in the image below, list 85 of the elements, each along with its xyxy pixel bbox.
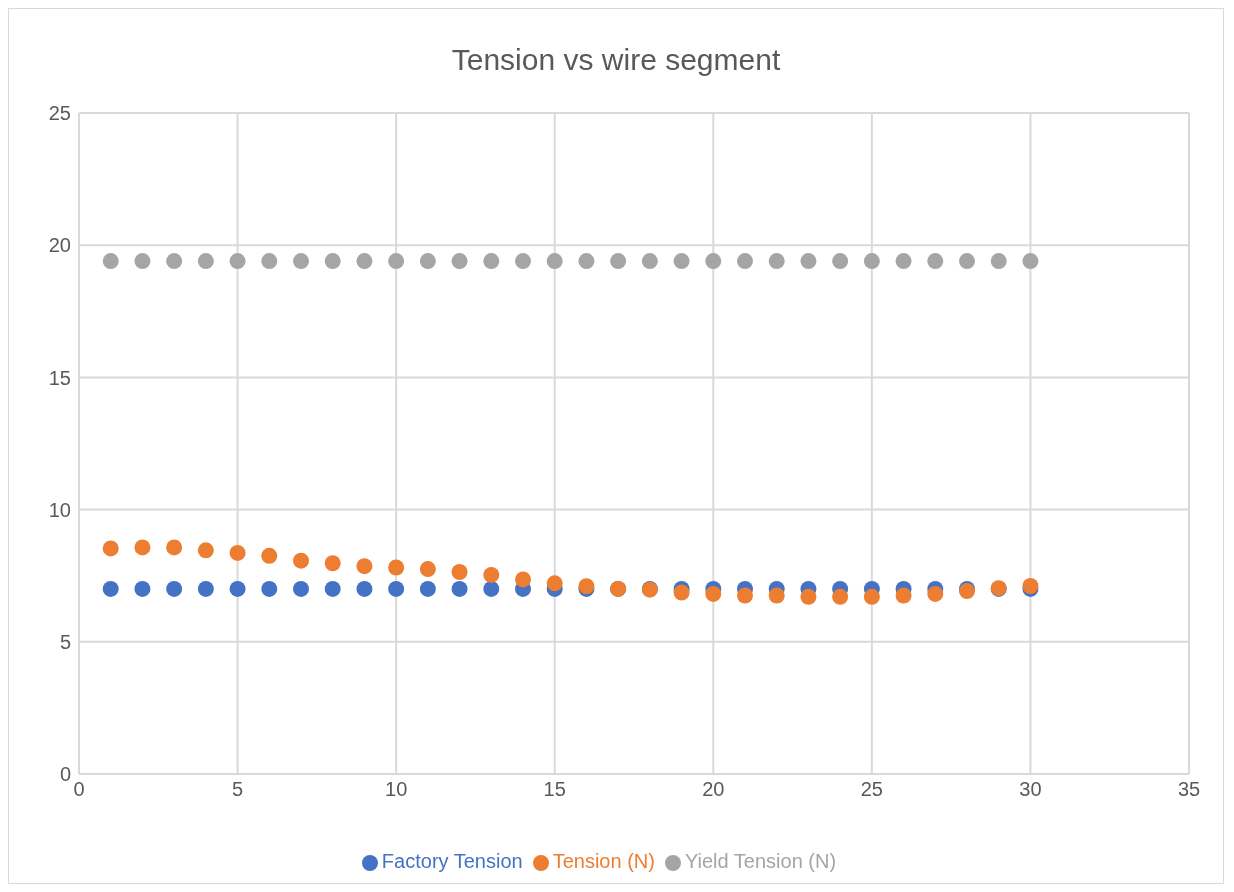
point — [419, 253, 436, 270]
point — [515, 571, 531, 588]
point — [705, 253, 722, 270]
y-tick-label: 25 — [48, 102, 71, 125]
point — [483, 253, 500, 270]
point — [324, 253, 341, 270]
point — [229, 253, 246, 270]
point — [832, 588, 849, 605]
point — [768, 253, 785, 270]
point — [451, 580, 468, 597]
point — [800, 253, 817, 270]
point — [261, 547, 278, 564]
point — [673, 584, 690, 601]
point — [166, 580, 183, 597]
y-tick-label: 15 — [48, 366, 71, 389]
point — [483, 566, 500, 583]
point — [419, 561, 436, 578]
point — [356, 580, 373, 597]
point — [419, 580, 436, 597]
point — [800, 588, 817, 605]
point — [863, 253, 880, 270]
point — [324, 580, 341, 597]
point — [356, 253, 373, 270]
y-tick-label: 0 — [59, 763, 71, 786]
point — [832, 253, 849, 270]
x-tick-label: 5 — [232, 778, 244, 801]
point — [166, 253, 183, 270]
point — [229, 544, 246, 561]
point — [768, 587, 785, 604]
point — [737, 587, 753, 604]
y-tick-label: 20 — [48, 234, 71, 257]
x-tick-label: 30 — [1019, 778, 1042, 801]
point — [546, 575, 563, 592]
point — [229, 580, 246, 597]
point — [293, 580, 309, 597]
point — [102, 580, 119, 597]
point — [102, 540, 119, 557]
point — [610, 253, 627, 270]
point — [895, 587, 912, 604]
point — [927, 253, 944, 270]
point — [895, 253, 912, 270]
point — [102, 253, 119, 270]
point — [927, 585, 944, 602]
point — [863, 588, 880, 605]
point — [356, 558, 373, 575]
point — [388, 253, 405, 270]
x-tick-label: 0 — [73, 778, 85, 801]
x-tick-label: 15 — [543, 778, 566, 801]
x-tick-label: 25 — [860, 778, 883, 801]
point — [737, 253, 753, 270]
chart-title: Tension vs wire segment — [450, 42, 782, 78]
legend-label: Factory Tension — [381, 850, 523, 872]
point — [451, 253, 468, 270]
point — [388, 559, 405, 576]
point — [261, 580, 278, 597]
x-tick-label: 35 — [1177, 778, 1201, 801]
point — [324, 555, 341, 572]
point — [261, 253, 278, 270]
y-tick-label: 10 — [48, 498, 71, 521]
y-tick-label: 5 — [59, 630, 71, 653]
legend-label: Tension (N) — [552, 850, 655, 872]
point — [293, 552, 309, 569]
point — [578, 253, 595, 270]
point — [197, 580, 214, 597]
point — [134, 539, 151, 556]
point — [197, 253, 214, 270]
point — [388, 580, 405, 597]
point — [705, 585, 722, 602]
point — [959, 253, 975, 270]
point — [483, 580, 500, 597]
point — [293, 253, 309, 270]
point — [134, 253, 151, 270]
point — [197, 542, 214, 559]
point — [451, 564, 468, 580]
point — [166, 539, 183, 556]
point — [641, 253, 658, 270]
point — [134, 580, 151, 597]
x-tick-label: 20 — [702, 778, 725, 801]
point — [546, 253, 563, 270]
point — [515, 253, 531, 270]
point — [1022, 253, 1039, 270]
legend-label: Yield Tension (N) — [684, 850, 837, 872]
point — [673, 253, 690, 270]
x-tick-label: 10 — [385, 778, 408, 801]
point — [990, 253, 1007, 270]
